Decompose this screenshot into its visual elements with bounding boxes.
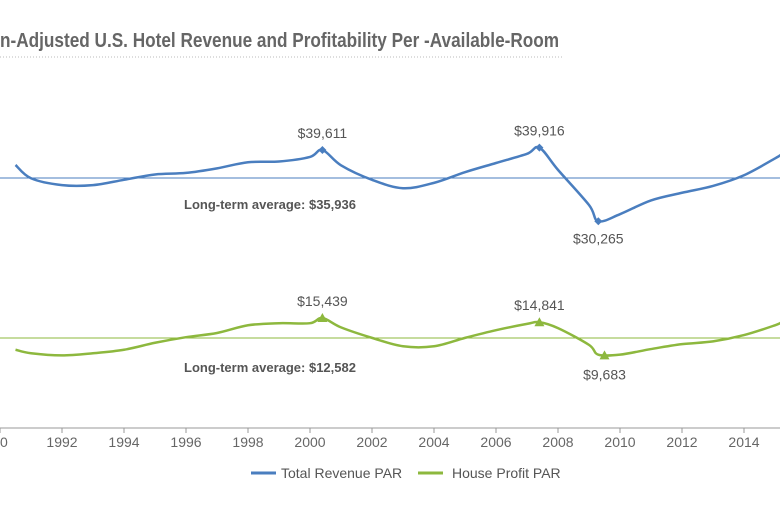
legend-label-profit: House Profit PAR: [452, 465, 561, 481]
x-tick-label: 1996: [170, 434, 201, 450]
x-tick-label: 1992: [46, 434, 77, 450]
data-label: $15,439: [297, 293, 348, 309]
x-tick-label: 90: [0, 434, 8, 450]
series-line-revenue: [14, 145, 780, 223]
average-label: Long-term average: $12,582: [184, 360, 356, 375]
x-ticks: 90 1992 1994 1996 1998 2000 2002 2004 2006 2008 20…: [0, 428, 760, 450]
data-point-marker: [317, 313, 328, 323]
data-label: $39,916: [514, 123, 565, 139]
x-tick-label: 1994: [108, 434, 139, 450]
data-label: $14,841: [514, 297, 565, 313]
data-label: $9,683: [583, 366, 626, 382]
plot-area: Long-term average: $35,936 $39,611 $39,916…: [0, 123, 780, 382]
data-point-marker: [535, 143, 544, 152]
data-point-marker: [599, 350, 610, 360]
x-tick-label: 2006: [480, 434, 511, 450]
x-tick-label: 2014: [728, 434, 759, 450]
x-tick-label: 2002: [356, 434, 387, 450]
x-tick-label: 2004: [418, 434, 449, 450]
legend-label-revenue: Total Revenue PAR: [281, 465, 402, 481]
x-tick-label: 2008: [542, 434, 573, 450]
data-label: $30,265: [573, 230, 624, 246]
legend: Total Revenue PAR House Profit PAR: [251, 465, 561, 481]
x-tick-label: 1998: [232, 434, 263, 450]
x-tick-label: 2010: [604, 434, 635, 450]
series-line-profit: [15, 316, 780, 357]
data-point-marker: [594, 217, 603, 226]
x-tick-label: 2012: [666, 434, 697, 450]
x-tick-label: 2000: [294, 434, 325, 450]
data-point-marker: [534, 317, 545, 327]
data-point-marker: [318, 145, 327, 154]
average-label: Long-term average: $35,936: [184, 197, 356, 212]
chart-title: n-Adjusted U.S. Hotel Revenue and Profit…: [0, 29, 559, 52]
data-label: $39,611: [298, 125, 348, 141]
